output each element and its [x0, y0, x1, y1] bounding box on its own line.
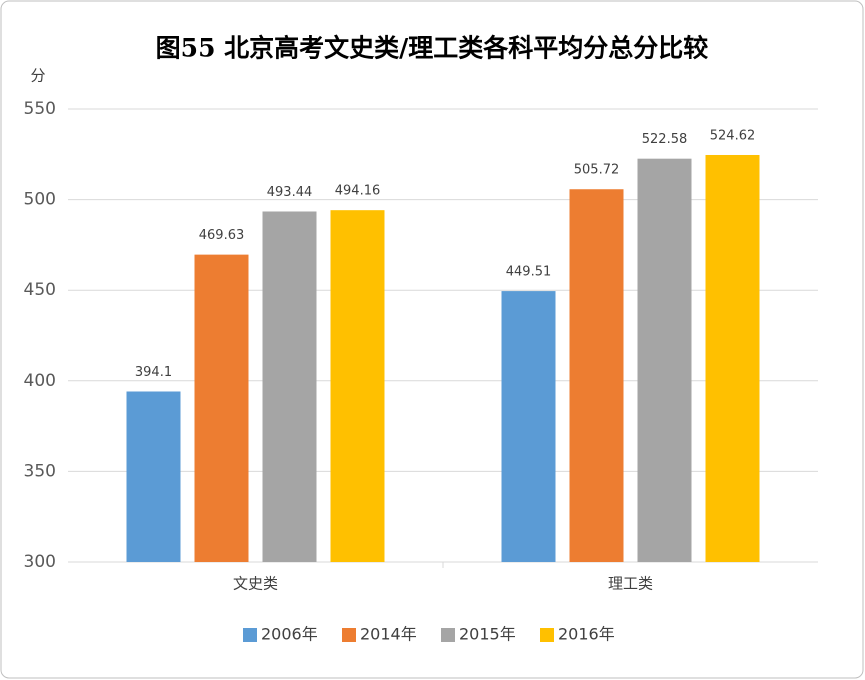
data-label: 493.44	[267, 185, 313, 200]
y-tick-label: 450	[24, 280, 56, 300]
y-tick-label: 350	[24, 461, 56, 481]
legend-swatch	[342, 628, 356, 642]
data-label: 449.51	[506, 265, 552, 280]
bar	[330, 210, 385, 563]
bar	[262, 211, 317, 562]
bar	[705, 154, 760, 562]
data-label: 469.63	[199, 228, 245, 243]
bar	[569, 189, 624, 563]
chart-title: 图55 北京高考文史类/理工类各科平均分总分比较	[156, 34, 709, 63]
legend-label: 2006年	[261, 625, 318, 644]
legend-label: 2016年	[558, 625, 615, 644]
y-tick-label: 500	[24, 190, 56, 210]
legend-label: 2015年	[459, 625, 516, 644]
bar	[194, 254, 249, 563]
bar	[126, 391, 181, 562]
legend-swatch	[540, 628, 554, 642]
x-tick-label: 文史类	[233, 575, 278, 593]
data-label: 394.1	[135, 365, 172, 380]
bar	[501, 291, 556, 562]
x-tick-label: 理工类	[608, 575, 653, 593]
y-tick-label: 300	[24, 552, 56, 572]
y-tick-label: 400	[24, 371, 56, 391]
legend-swatch	[243, 628, 257, 642]
y-tick-label: 550	[24, 99, 56, 119]
bar	[637, 158, 692, 562]
data-label: 505.72	[574, 163, 620, 178]
data-label: 524.62	[710, 128, 756, 143]
legend-label: 2014年	[360, 625, 417, 644]
data-label: 522.58	[642, 132, 688, 147]
legend-swatch	[441, 628, 455, 642]
y-axis-label: 分	[30, 67, 45, 85]
data-label: 494.16	[335, 184, 381, 199]
